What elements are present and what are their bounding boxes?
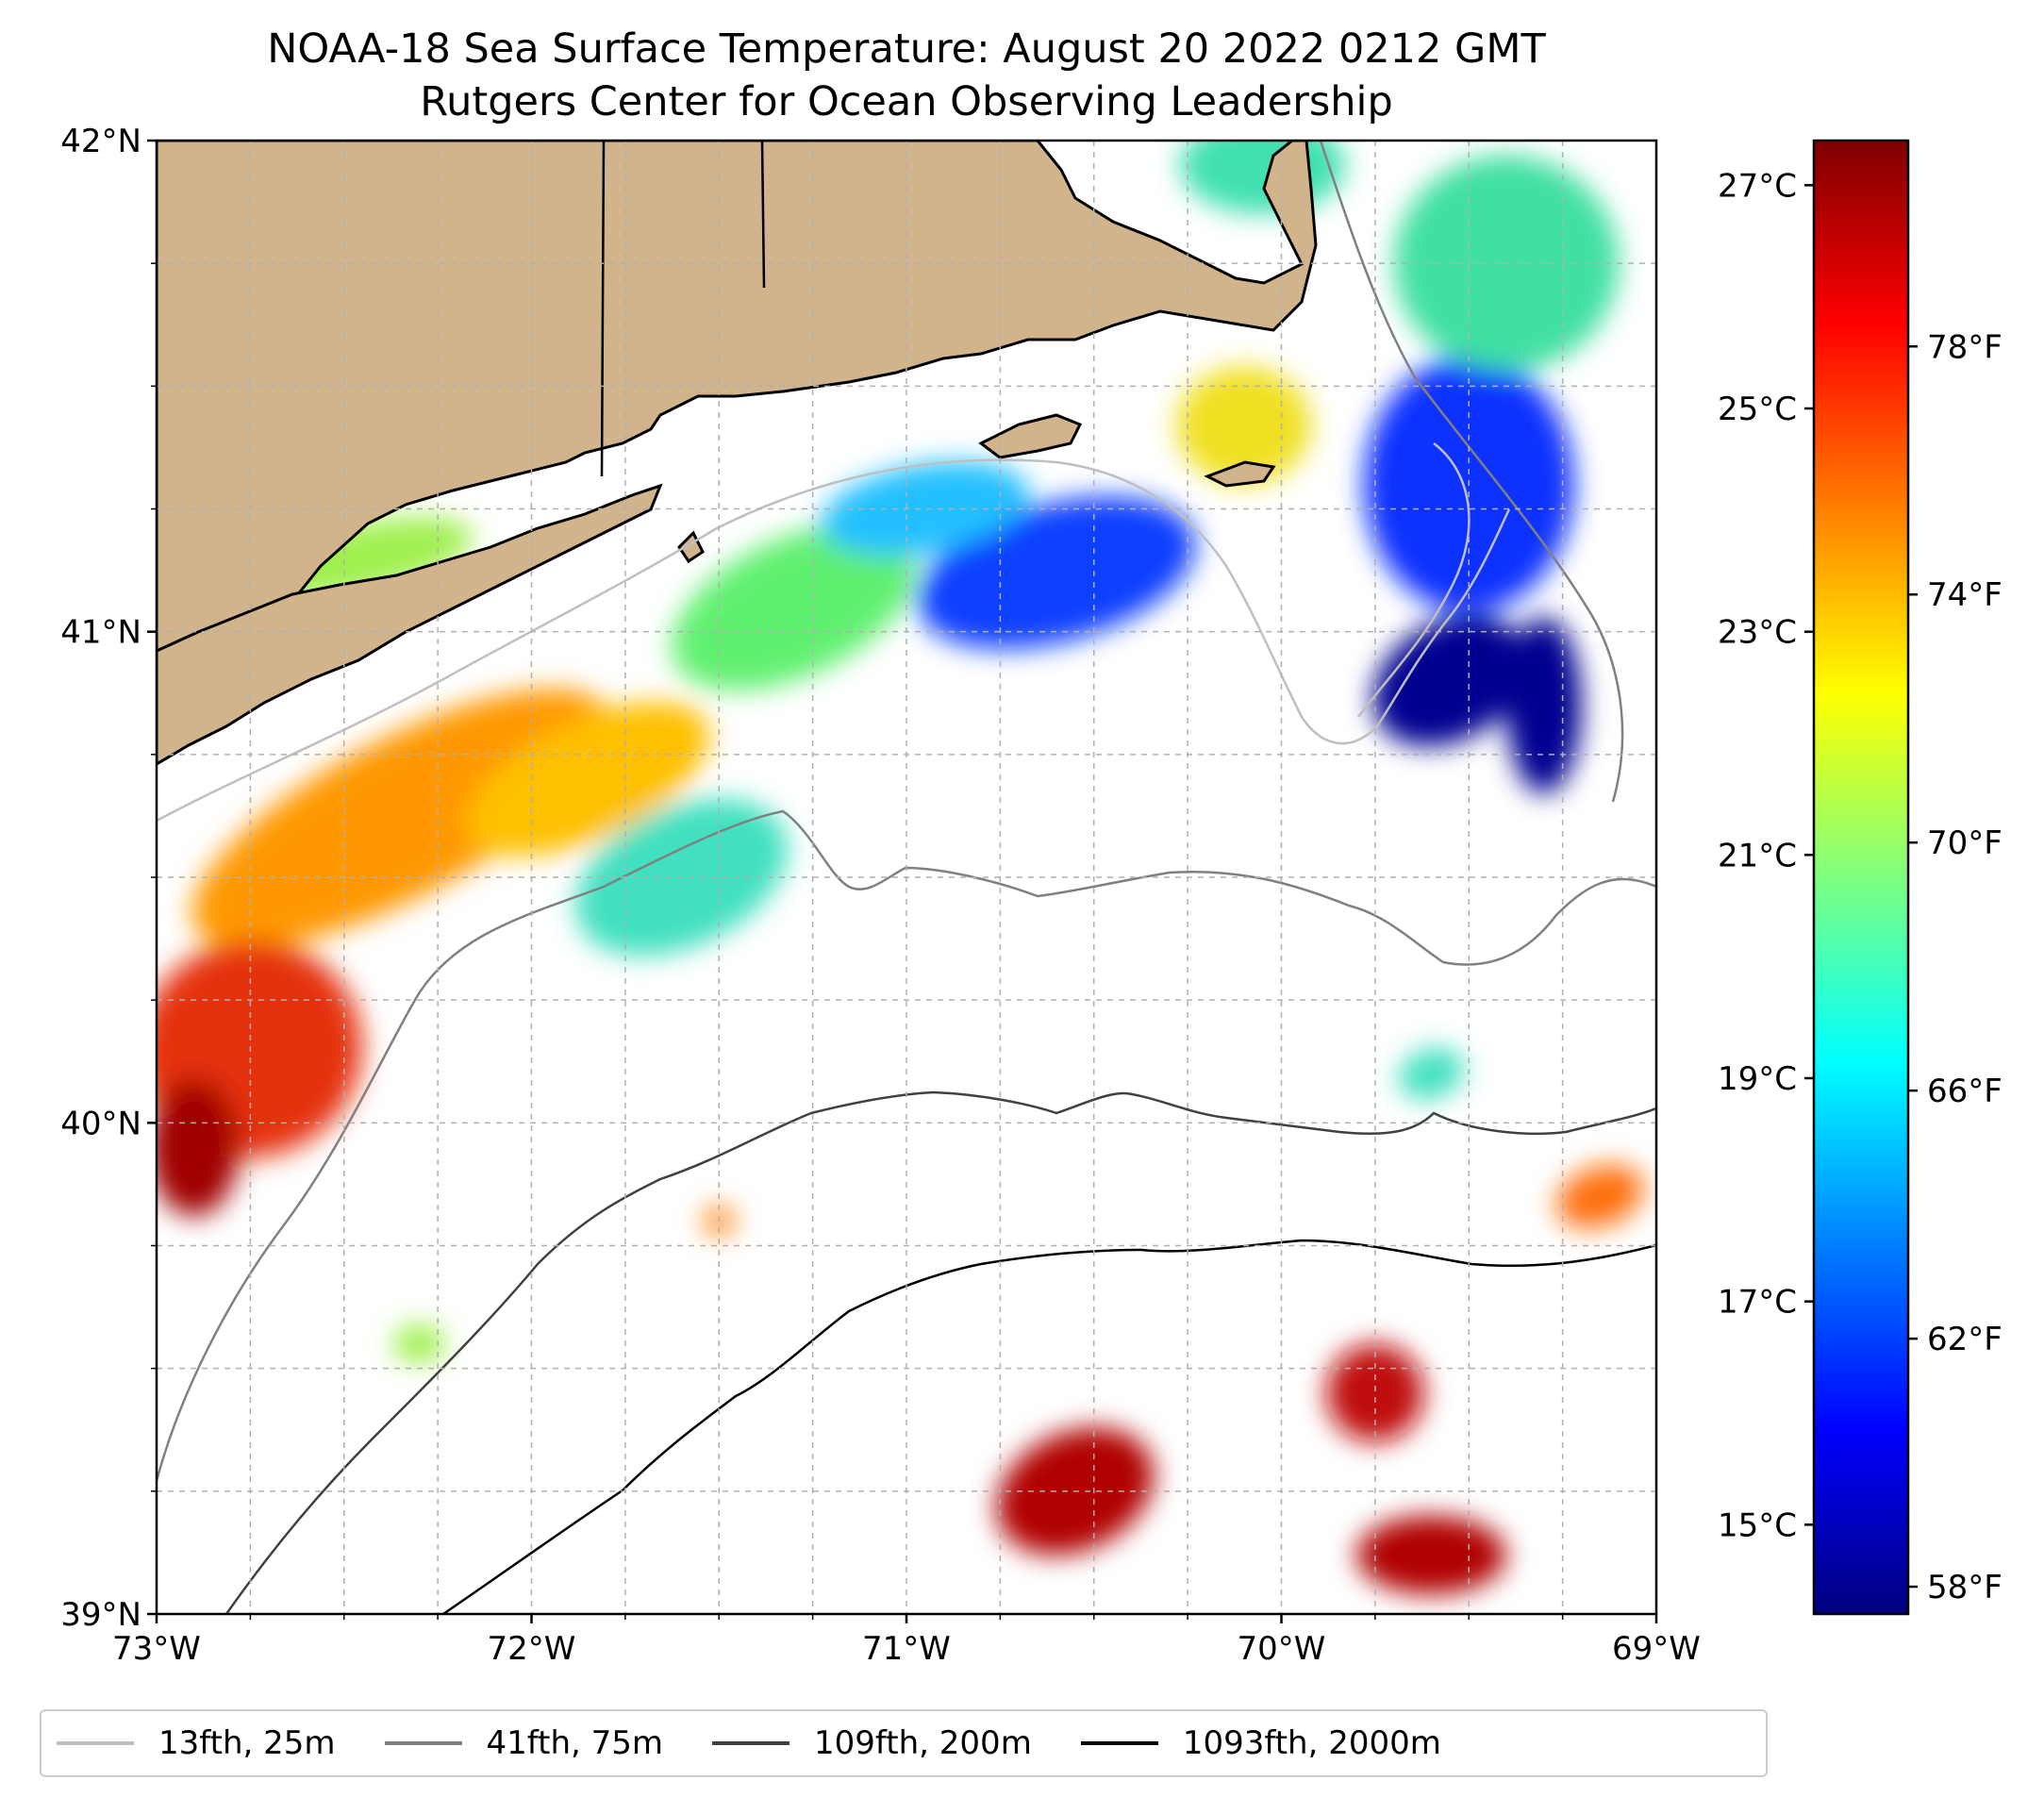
sst-patch-5 <box>671 524 917 691</box>
lon-tick-label: 70°W <box>1238 1630 1326 1668</box>
legend-label-25m: 13fth, 25m <box>158 1724 336 1762</box>
state-border-line <box>600 141 606 477</box>
legend-swatch-25m <box>57 1741 134 1745</box>
marthas-vineyard-land <box>978 413 1083 459</box>
lat-tick-label: 42°N <box>60 123 141 160</box>
colorbar <box>1812 139 1910 1616</box>
legend-label-200m: 109fth, 200m <box>814 1724 1032 1762</box>
sst-patch-18 <box>1556 1164 1644 1229</box>
legend-item-200m: 109fth, 200m <box>712 1724 1032 1762</box>
celsius-tick-label: 15°C <box>1718 1506 1797 1544</box>
fahrenheit-tick-label: 66°F <box>1927 1073 2002 1110</box>
long-island-land <box>157 483 663 766</box>
legend-label-75m: 41fth, 75m <box>486 1724 664 1762</box>
sst-patch-3 <box>466 702 709 857</box>
fahrenheit-tick-label: 78°F <box>1927 328 2002 366</box>
sst-field <box>157 141 1644 1595</box>
colorbar-ticks: 27°C 25°C 23°C 21°C 19°C 17°C 15°C 78°F 74°F 70°F… <box>1718 167 2002 1606</box>
fahrenheit-tick-label: 58°F <box>1927 1569 2002 1606</box>
legend-swatch-200m <box>712 1741 790 1745</box>
contour-legend: 13fth, 25m 41fth, 75m 109fth, 200m 1093f… <box>40 1709 1768 1777</box>
sst-patch-16 <box>1326 1343 1424 1442</box>
contour-25m <box>157 458 1511 823</box>
fahrenheit-tick-label: 70°F <box>1927 824 2002 862</box>
celsius-tick-label: 21°C <box>1718 837 1797 874</box>
contour-2000m <box>442 1239 1656 1614</box>
sst-patch-7 <box>821 461 1029 557</box>
fahrenheit-tick-label: 74°F <box>1927 576 2002 614</box>
sst-patch-13 <box>1180 141 1346 215</box>
state-border-line-2 <box>760 141 766 289</box>
lon-tick-label: 73°W <box>112 1630 201 1668</box>
lon-tick-label: 69°W <box>1612 1630 1701 1668</box>
map-title: NOAA-18 Sea Surface Temperature: August … <box>267 25 1546 73</box>
lat-tick-label: 39°N <box>60 1596 141 1634</box>
celsius-tick-label: 25°C <box>1718 391 1797 428</box>
legend-label-2000m: 1093fth, 2000m <box>1182 1724 1441 1762</box>
sst-patch-21 <box>392 1323 446 1364</box>
lat-tick-label: 40°N <box>60 1105 141 1142</box>
lat-tick-label: 41°N <box>60 614 141 652</box>
map-subtitle: Rutgers Center for Ocean Observing Leade… <box>420 78 1393 125</box>
contour-75m <box>157 809 1656 1482</box>
legend-swatch-2000m <box>1080 1741 1158 1745</box>
contour-75m-east <box>1319 141 1624 803</box>
celsius-tick-label: 27°C <box>1718 167 1797 205</box>
sst-patch-12 <box>1506 617 1582 794</box>
legend-item-25m: 13fth, 25m <box>57 1724 336 1762</box>
lon-tick-label: 72°W <box>488 1630 576 1668</box>
sst-patch-17 <box>1356 1515 1506 1595</box>
fahrenheit-tick-label: 62°F <box>1927 1321 2002 1358</box>
graticule <box>157 141 1656 1614</box>
lon-tick-label: 71°W <box>862 1630 951 1668</box>
plot-area <box>157 141 1656 1614</box>
sst-patch-8 <box>1176 366 1312 485</box>
mainland-land <box>157 141 1318 757</box>
contour-200m <box>224 1090 1656 1614</box>
sst-patch-11 <box>1372 615 1528 747</box>
legend-item-2000m: 1093fth, 2000m <box>1080 1724 1441 1762</box>
axis-ticks: 42°N 41°N 40°N 39°N73°W 72°W 71°W 70°W 69°W <box>60 123 1701 1668</box>
nantucket-land <box>1204 460 1276 488</box>
legend-swatch-75m <box>384 1741 462 1745</box>
sst-patch-19 <box>1398 1047 1465 1100</box>
sst-patch-0 <box>191 689 609 948</box>
legend-item-75m: 41fth, 75m <box>384 1724 664 1762</box>
celsius-tick-label: 23°C <box>1718 614 1797 652</box>
contour-25m-inner <box>1357 442 1471 718</box>
sst-patch-2 <box>157 1078 240 1217</box>
celsius-tick-label: 19°C <box>1718 1060 1797 1098</box>
celsius-tick-label: 17°C <box>1718 1284 1797 1322</box>
